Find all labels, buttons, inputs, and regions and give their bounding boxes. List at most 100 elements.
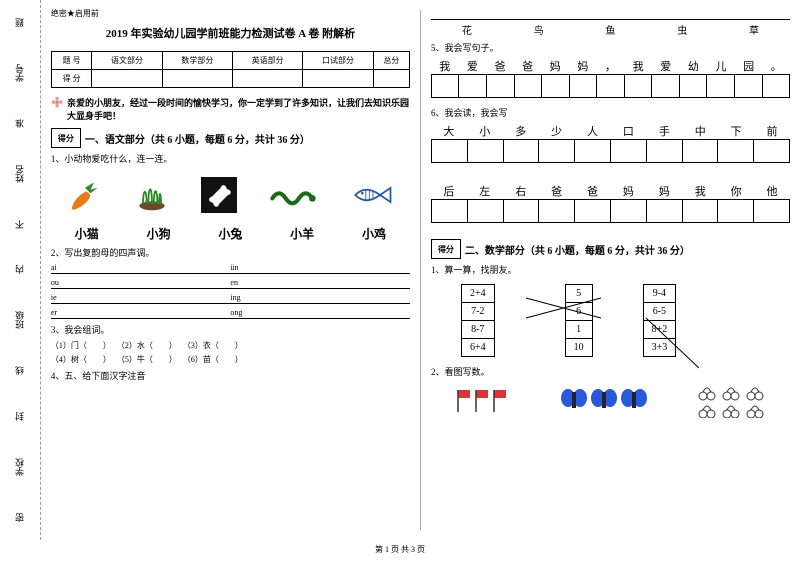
sentence-row: 我爱爸爸妈妈，我爱幼儿园。 (431, 58, 790, 74)
label: 小狗 (147, 225, 171, 242)
char: 小 (467, 123, 503, 139)
td: 得 分 (51, 70, 91, 88)
char: 爱 (459, 58, 487, 74)
vowel-row: ieing (51, 293, 410, 304)
th: 口试部分 (303, 52, 373, 70)
margin-lbl: 姓名 (13, 161, 26, 187)
page-footer: 第 1 页 共 3 页 (0, 540, 800, 555)
grass-icon (134, 177, 170, 213)
carrot-icon (67, 177, 103, 213)
q3-line2: （4）树（ ） （5）牛（ ） （6）苗（ ） (51, 354, 410, 365)
row6a-boxes (431, 139, 790, 163)
char-box (754, 200, 789, 222)
score-box: 得分 (51, 128, 81, 148)
char-box (763, 75, 790, 97)
char: 他 (754, 183, 790, 199)
th: 语文部分 (92, 52, 162, 70)
char: 你 (718, 183, 754, 199)
page-title: 2019 年实验幼儿园学前班能力检测试卷 A 卷 附解析 (51, 25, 410, 41)
label: 小羊 (290, 225, 314, 242)
char-box (625, 75, 653, 97)
char-box (683, 140, 719, 162)
char-box (542, 75, 570, 97)
c: 虫 (677, 22, 687, 37)
label: 小兔 (218, 225, 242, 242)
char-box (515, 75, 543, 97)
zi: （3）衣（ ） (183, 341, 243, 350)
right-column: 花 鸟 鱼 虫 草 5、我会写句子。 我爱爸爸妈妈，我爱幼儿园。 6、我会读，我… (421, 0, 800, 540)
v: en (230, 278, 410, 289)
td (373, 70, 409, 88)
char: 我 (431, 58, 459, 74)
row6b: 后左右爸爸妈妈我你他 (431, 183, 790, 199)
char4-row: 花 鸟 鱼 虫 草 (431, 22, 790, 37)
left-column: 绝密★启用前 2019 年实验幼儿园学前班能力检测试卷 A 卷 附解析 题 号 … (41, 0, 420, 540)
cherries-icon (697, 384, 767, 418)
margin-lbl: 学校 (13, 454, 26, 480)
char: 。 (762, 58, 790, 74)
char-box (539, 140, 575, 162)
margin-lbl: 学号 (13, 60, 26, 86)
margin-lbl: 不 (13, 216, 26, 233)
td (303, 70, 373, 88)
char-box (707, 75, 735, 97)
char-box (680, 75, 708, 97)
char: 前 (754, 123, 790, 139)
char-box (575, 140, 611, 162)
char-box (718, 140, 754, 162)
char-box (432, 75, 460, 97)
m-q1: 1、算一算，找朋友。 (431, 263, 790, 276)
char: 妈 (569, 58, 597, 74)
char-box (611, 140, 647, 162)
vowel-row: aiün (51, 263, 410, 274)
zi: （5）牛（ ） (117, 355, 173, 364)
char: 我 (682, 183, 718, 199)
animal-labels: 小猫 小狗 小兔 小羊 小鸡 (51, 225, 410, 242)
q4: 4、五、给下面汉字注音 (51, 369, 410, 382)
section1-header: 得分 一、语文部分（共 6 小题，每题 6 分，共计 36 分） (51, 128, 410, 148)
margin-lbl: 准 (13, 115, 26, 132)
v: ün (230, 263, 410, 274)
char-box (468, 200, 504, 222)
intro-text: 亲爱的小朋友，经过一段时间的愉快学习，你一定学到了许多知识，让我们去知识乐园大显… (51, 96, 410, 122)
zi: （6）苗（ ） (183, 355, 243, 364)
q2: 2、写出复韵母的四声调。 (51, 246, 410, 259)
v: ai (51, 263, 231, 274)
section2-header: 得分 二、数学部分（共 6 小题，每题 6 分，共计 36 分） (431, 239, 790, 259)
char: 下 (718, 123, 754, 139)
char-box (652, 75, 680, 97)
char-box (683, 200, 719, 222)
flower-icon (51, 96, 63, 110)
margin-lbl: 密 (13, 509, 26, 526)
q1: 1、小动物爱吃什么，连一连。 (51, 152, 410, 165)
char-box (647, 140, 683, 162)
row6b-boxes (431, 199, 790, 223)
zi: （4）树（ ） (51, 355, 107, 364)
count-images (431, 384, 790, 418)
c: 花 (462, 22, 472, 37)
animal-images (51, 175, 410, 215)
vowel-row: ouen (51, 278, 410, 289)
char-box (570, 75, 598, 97)
td (92, 70, 162, 88)
margin-lbl: 内 (13, 261, 26, 278)
th: 英语部分 (233, 52, 303, 70)
margin-lbl: 班级 (13, 307, 26, 333)
char: 右 (503, 183, 539, 199)
zi: （2）水（ ） (117, 341, 173, 350)
row6a: 大小多少人口手中下前 (431, 123, 790, 139)
fish-icon (350, 183, 394, 207)
char: 左 (467, 183, 503, 199)
char: 手 (646, 123, 682, 139)
margin-lbl: 题 (13, 14, 26, 31)
blank-line (431, 8, 790, 20)
char-box (468, 140, 504, 162)
label: 小猫 (75, 225, 99, 242)
math-matching: 2+4 7-2 8-7 6+4 5 6 1 10 9-4 6-5 8+2 3+3 (431, 284, 790, 357)
char: 爸 (575, 183, 611, 199)
bone-icon (201, 177, 237, 213)
char: 园 (735, 58, 763, 74)
td (233, 70, 303, 88)
char-box (432, 140, 468, 162)
section2-title: 二、数学部分（共 6 小题，每题 6 分，共计 36 分） (465, 242, 690, 257)
